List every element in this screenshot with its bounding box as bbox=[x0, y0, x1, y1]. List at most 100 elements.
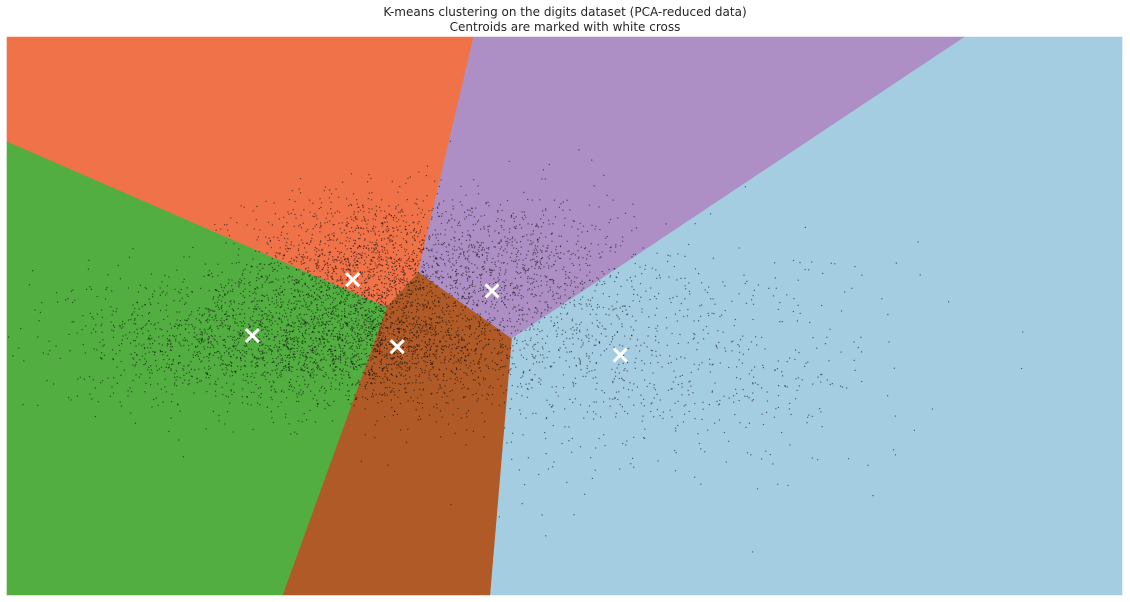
data-point bbox=[285, 245, 287, 247]
data-point bbox=[447, 254, 449, 256]
data-point bbox=[106, 286, 108, 289]
data-point bbox=[121, 323, 123, 325]
data-point bbox=[261, 352, 264, 354]
data-point bbox=[414, 324, 417, 326]
data-point bbox=[206, 373, 208, 375]
data-point bbox=[392, 227, 394, 229]
data-point bbox=[346, 364, 348, 367]
data-point bbox=[455, 361, 457, 363]
data-point bbox=[267, 221, 270, 223]
data-point bbox=[302, 274, 304, 276]
data-point bbox=[361, 363, 363, 365]
data-point bbox=[378, 334, 380, 336]
data-point bbox=[346, 295, 349, 297]
data-point bbox=[187, 318, 189, 320]
data-point bbox=[403, 334, 405, 336]
data-point bbox=[367, 277, 370, 279]
data-point bbox=[261, 325, 263, 327]
data-point bbox=[401, 363, 404, 365]
data-point bbox=[123, 369, 125, 371]
data-point bbox=[329, 288, 331, 290]
data-point bbox=[352, 252, 354, 254]
data-point bbox=[439, 317, 441, 319]
data-point bbox=[184, 303, 186, 305]
data-point bbox=[596, 277, 598, 279]
data-point bbox=[475, 317, 477, 319]
data-point bbox=[498, 232, 500, 234]
data-point bbox=[255, 372, 257, 374]
data-point bbox=[280, 291, 282, 294]
data-point bbox=[272, 316, 274, 318]
data-point bbox=[357, 247, 359, 249]
data-point bbox=[333, 327, 335, 329]
data-point bbox=[552, 291, 554, 293]
data-point bbox=[359, 308, 361, 310]
data-point bbox=[277, 252, 279, 254]
data-point bbox=[213, 319, 215, 321]
data-point bbox=[457, 379, 459, 381]
data-point bbox=[405, 374, 407, 376]
data-point bbox=[291, 347, 293, 349]
data-point bbox=[324, 254, 326, 256]
data-point bbox=[535, 263, 537, 265]
data-point bbox=[376, 356, 378, 358]
data-point bbox=[357, 324, 360, 326]
data-point bbox=[168, 339, 171, 341]
data-point bbox=[285, 335, 287, 337]
data-point bbox=[350, 313, 352, 315]
data-point bbox=[472, 251, 474, 253]
data-point bbox=[265, 275, 267, 277]
data-point bbox=[46, 379, 48, 382]
data-point bbox=[480, 353, 482, 355]
data-point bbox=[215, 384, 217, 386]
data-point bbox=[408, 316, 410, 318]
data-point bbox=[372, 256, 374, 258]
data-point bbox=[482, 300, 484, 303]
data-point bbox=[534, 245, 536, 247]
data-point bbox=[603, 174, 605, 176]
data-point bbox=[437, 277, 439, 279]
data-point bbox=[254, 291, 256, 293]
data-point bbox=[356, 291, 359, 294]
data-point bbox=[387, 225, 389, 227]
data-point bbox=[558, 287, 560, 289]
data-point bbox=[556, 316, 558, 318]
data-point bbox=[418, 289, 420, 291]
data-point bbox=[528, 309, 531, 311]
data-point bbox=[335, 188, 337, 190]
data-point bbox=[322, 295, 324, 297]
data-point bbox=[373, 344, 375, 347]
data-point bbox=[209, 352, 211, 355]
data-point bbox=[234, 321, 236, 323]
data-point bbox=[539, 295, 541, 297]
data-point bbox=[275, 312, 277, 314]
data-point bbox=[264, 281, 266, 283]
data-point bbox=[286, 325, 288, 327]
data-point bbox=[190, 313, 192, 315]
data-point bbox=[461, 350, 463, 352]
data-point bbox=[379, 270, 381, 272]
data-point bbox=[406, 338, 408, 340]
data-point bbox=[302, 342, 304, 345]
data-point bbox=[436, 272, 438, 274]
data-point bbox=[471, 285, 474, 287]
data-point bbox=[432, 353, 434, 355]
data-point bbox=[281, 226, 284, 228]
data-point bbox=[324, 222, 326, 224]
data-point bbox=[390, 391, 392, 393]
data-point bbox=[241, 396, 243, 398]
data-point bbox=[416, 302, 419, 304]
data-point bbox=[429, 327, 431, 329]
data-point bbox=[398, 332, 400, 334]
data-point bbox=[477, 335, 479, 338]
data-point bbox=[382, 310, 384, 312]
data-point bbox=[439, 384, 441, 386]
data-point bbox=[431, 301, 433, 303]
data-point bbox=[405, 265, 407, 267]
data-point bbox=[258, 323, 260, 325]
data-point bbox=[409, 366, 411, 368]
data-point bbox=[290, 325, 292, 327]
data-point bbox=[384, 354, 386, 356]
data-point bbox=[12, 355, 14, 357]
data-point bbox=[412, 274, 414, 276]
